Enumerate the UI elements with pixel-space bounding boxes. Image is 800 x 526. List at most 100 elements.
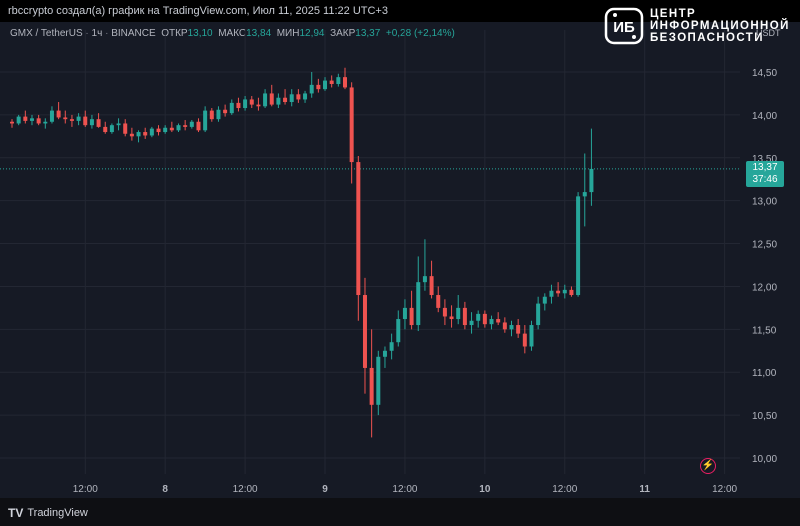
candle-body (256, 104, 261, 107)
candle-body (462, 307, 467, 326)
candle-body (10, 121, 14, 124)
separator: · (85, 28, 92, 39)
candle-body (429, 276, 434, 296)
candle-body (289, 94, 294, 103)
candle-body (576, 196, 581, 296)
candle-body (529, 325, 534, 347)
candle-body (216, 109, 221, 120)
open-value: 13,10 (187, 28, 213, 39)
candle-body (109, 125, 114, 133)
x-tick-label: 8 (162, 484, 168, 495)
candle-body (516, 325, 521, 334)
candle-body (183, 125, 188, 127)
top-caption: rbccrypto создал(а) график на TradingVie… (8, 5, 388, 17)
candle-body (382, 350, 387, 357)
y-tick-label: 13,50 (752, 154, 777, 165)
candle-body (569, 289, 574, 296)
last-price-tag: 13,37 37:46 (746, 161, 784, 187)
ib-logo-icon: ИБ (604, 7, 644, 45)
y-tick-label: 14,50 (752, 68, 777, 79)
candle-body (456, 307, 461, 320)
candle-body (329, 80, 334, 85)
candle-body (36, 118, 41, 124)
candle-body (229, 102, 234, 114)
tradingview-logo[interactable]: TV TradingView (8, 506, 88, 520)
candle-body (589, 168, 594, 193)
candle-body (169, 127, 174, 131)
x-tick-label: 11 (639, 484, 650, 495)
x-tick-label: 12:00 (712, 484, 737, 495)
symbol-bar[interactable]: GMX / TetherUS · 1ч · BINANCE ОТКР13,10 … (10, 28, 455, 39)
candle-body (23, 116, 28, 121)
candle-body (409, 307, 414, 326)
candle-body (522, 333, 527, 347)
candle-body (316, 84, 321, 90)
symbol-pair[interactable]: GMX / TetherUS (10, 28, 83, 39)
candle-body (376, 356, 381, 405)
candle-body (243, 99, 248, 109)
candle-body (123, 123, 128, 134)
candle-body (476, 313, 481, 321)
candle-body (422, 276, 427, 283)
candle-body (29, 118, 34, 121)
candle-body (449, 316, 454, 320)
candle-body (156, 128, 161, 133)
candle-body (482, 313, 487, 325)
y-tick-label: 10,50 (752, 411, 777, 422)
candle-body (303, 93, 308, 100)
candle-body (349, 87, 354, 163)
x-tick-label: 9 (322, 484, 328, 495)
candle-body (389, 342, 394, 351)
candlestick-chart[interactable]: 10,00 10,50 11,00 11,50 12,00 12,50 13,00 13,50… (0, 22, 800, 498)
candle-body (89, 119, 94, 126)
logo-text: ЦЕНТР ИНФОРМАЦИОННОЙ БЕЗОПАСНОСТИ (650, 8, 790, 44)
close-value: 13,37 (355, 28, 381, 39)
candle-body (56, 110, 61, 118)
candle-body (496, 319, 501, 323)
close-label: ЗАКР (330, 28, 356, 39)
candle-body (163, 127, 168, 133)
logo-line-2: ИНФОРМАЦИОННОЙ (650, 20, 790, 32)
y-tick-label: 11,50 (752, 325, 777, 336)
y-tick-label: 12,50 (752, 240, 777, 251)
x-tick-label: 10 (479, 484, 491, 495)
candle-body (362, 295, 367, 368)
candle-body (63, 117, 68, 120)
top-caption-bar: rbccrypto создал(а) график на TradingVie… (0, 0, 800, 22)
candle-body (396, 319, 401, 343)
candle-body (416, 282, 421, 326)
x-tick-label: 12:00 (73, 484, 98, 495)
open-label: ОТКР (161, 28, 188, 39)
candle-body (96, 119, 101, 127)
candle-body (249, 99, 254, 105)
candle-body (436, 295, 441, 308)
candle-body (556, 290, 561, 294)
symbol-interval[interactable]: 1ч (91, 28, 103, 39)
candle-body (509, 325, 514, 330)
y-tick-label: 11,00 (752, 368, 777, 379)
currency-label: USDT (756, 28, 781, 38)
candle-body (129, 133, 134, 137)
candle-body (189, 121, 194, 127)
candle-body (269, 93, 274, 105)
x-tick-label: 12:00 (552, 484, 577, 495)
candle-body (223, 109, 228, 114)
high-label: МАКС (218, 28, 247, 39)
lightning-icon[interactable]: ⚡ (700, 458, 716, 474)
candle-body (149, 128, 154, 136)
candle-body (49, 110, 54, 122)
y-tick-label: 13,00 (752, 197, 777, 208)
candle-body (203, 110, 208, 131)
y-tick-label: 10,00 (752, 454, 777, 465)
y-tick-label: 12,00 (752, 282, 777, 293)
logo-line-3: БЕЗОПАСНОСТИ (650, 32, 764, 44)
x-tick-label: 12:00 (392, 484, 417, 495)
candle-body (69, 119, 74, 121)
footer-bar: TV TradingView (0, 498, 800, 526)
watermark-logo: ИБ ЦЕНТР ИНФОРМАЦИОННОЙ БЕЗОПАСНОСТИ USD… (604, 6, 794, 46)
candle-body (236, 102, 241, 109)
candle-body (542, 296, 547, 304)
chart-panel: GMX / TetherUS · 1ч · BINANCE ОТКР13,10 … (0, 22, 800, 498)
candle-body (116, 123, 121, 126)
candle-countdown: 37:46 (752, 174, 778, 185)
